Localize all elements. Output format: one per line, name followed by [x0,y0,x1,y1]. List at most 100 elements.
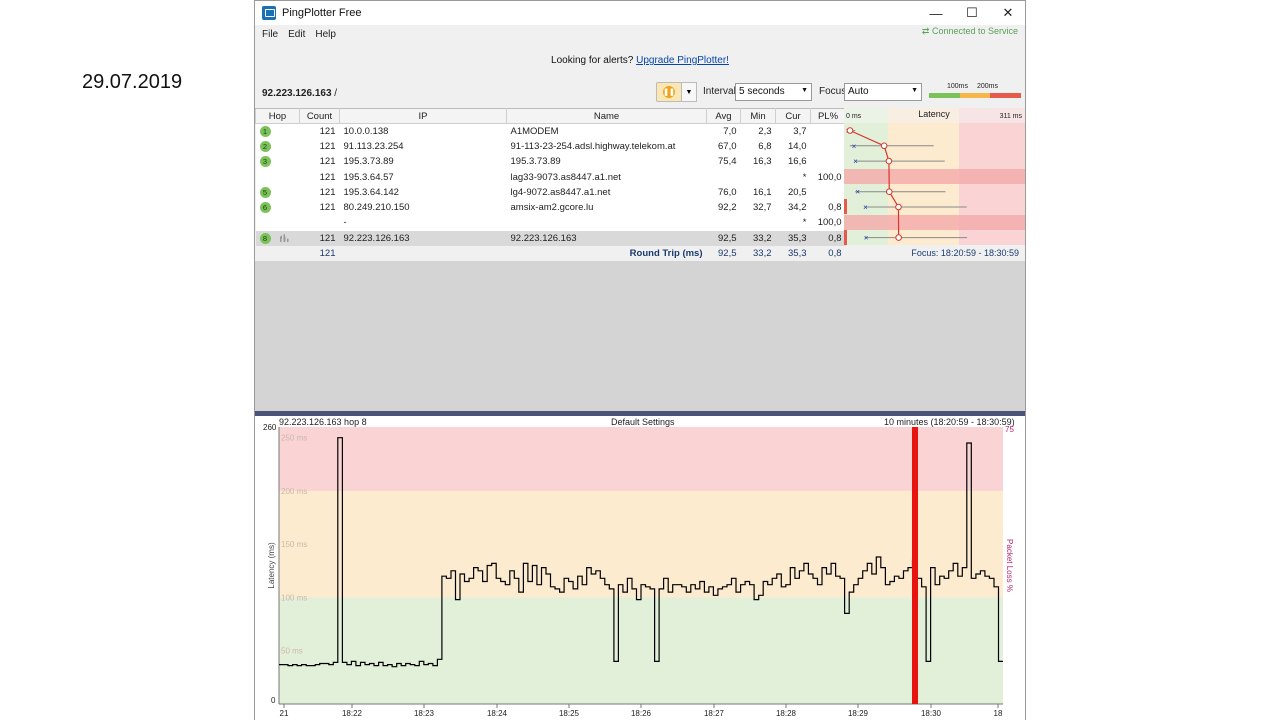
x-tick-label: 18:30 [921,709,942,718]
avg-latency-line [849,129,900,238]
cell-pl: 0,8 [810,230,846,246]
cell-count: 121 [299,154,340,170]
cell-min: 33,2 [740,230,776,246]
cell-pl [810,154,846,170]
cell-pl: 100,0 [810,215,846,231]
current-latency-marker: × [864,234,869,243]
cell-cur: 34,2 [775,199,811,216]
close-button[interactable]: ✕ [1002,5,1014,20]
graph-bars-icon[interactable] [279,234,289,243]
cell-cur: 20,5 [775,184,811,200]
cell-avg: 7,0 [706,123,741,139]
hop-badge: 2 [259,140,271,152]
target-ip: 92.223.126.163 [262,87,332,99]
empty-trace-area [255,261,1025,413]
latency-chart: ×××××× [844,123,1025,245]
trace-table: Hop Count IP Name Avg Min Cur PL% 1 121 10… [255,108,846,262]
cell-min [740,169,776,185]
col-avg[interactable]: Avg [706,108,741,124]
promo-banner: Looking for alerts? Upgrade PingPlotter! [255,55,1025,66]
col-hop[interactable]: Hop [255,108,300,124]
cell-name: 91-113-23-254.adsl.highway.telekom.at [506,138,707,155]
pause-dropdown-button[interactable]: ▼ [681,82,697,102]
menu-help[interactable]: Help [315,28,336,40]
toolbar: 92.223.126.163 / ❚❚ ▼ Interval 5 seconds… [255,81,1025,105]
cell-ip: 92.223.126.163 [339,230,507,246]
cell-ip: 195.3.64.57 [339,169,507,185]
pause-icon: ❚❚ [663,86,675,98]
table-row[interactable]: 121 195.3.64.57 lag33-9073.as8447.a1.net * 1… [255,169,846,185]
cell-min: 16,3 [740,154,776,170]
target-suffix: / [331,87,338,99]
loss-marker [844,230,847,245]
cell-name: lg4-9072.as8447.a1.net [506,184,707,200]
x-tick-label: 18:25 [559,709,580,718]
avg-latency-point [895,234,902,241]
upgrade-link[interactable]: Upgrade PingPlotter! [636,55,729,66]
current-latency-marker: × [863,203,868,212]
graph-settings-label[interactable]: Default Settings [611,417,675,427]
cell-min: 2,3 [740,123,776,139]
pause-button[interactable]: ❚❚ [656,82,682,102]
cell-avg: 67,0 [706,138,741,155]
cell-pl: 0,8 [810,199,846,216]
band-label: 150 ms [281,540,307,549]
graph-range-label: 10 minutes (18:20:59 - 18:30:59) [884,417,1015,427]
avg-latency-point [880,142,888,150]
cell-ip: 80.249.210.150 [339,199,507,216]
table-row[interactable]: 1 121 10.0.0.138 A1MODEM 7,0 2,3 3,7 [255,123,846,139]
cell-count: 121 [299,169,340,185]
minimize-button[interactable]: — [929,5,943,21]
table-row[interactable]: 8 121 92.223.126.163 92.223.126.163 92,5 33,2… [255,230,846,246]
cell-pl: 100,0 [810,169,846,185]
warn-latency-band [279,490,1003,598]
cell-avg [706,169,741,185]
pingplotter-window: PingPlotter Free — ☐ ✕ File Edit Help ⇄ … [254,0,1026,721]
promo-text: Looking for alerts? [551,55,634,66]
col-cur[interactable]: Cur [775,108,811,124]
cell-pl [810,138,846,155]
interval-select[interactable]: 5 seconds ▼ [735,83,812,101]
table-row[interactable]: 2 121 91.113.23.254 91-113-23-254.adsl.high… [255,138,846,155]
hop-badge: 6 [259,202,271,214]
x-tick-label: 18:27 [704,709,725,718]
cell-hop: 1 [255,123,300,139]
target-address[interactable]: 92.223.126.163 / [262,88,337,99]
connection-status[interactable]: ⇄ Connected to Service [921,26,1018,36]
loss-row-highlight [844,215,1025,230]
loss-row-highlight [844,169,1025,184]
cell-cur: 35,3 [775,230,811,246]
x-tick-label: 21 [280,709,289,718]
cell-name: 92.223.126.163 [506,230,707,246]
col-name[interactable]: Name [506,108,707,124]
x-tick-label: 18:28 [776,709,797,718]
menu-edit[interactable]: Edit [288,28,306,40]
latency-series [279,437,1003,668]
band-label: 200 ms [281,487,307,496]
table-row[interactable]: 3 121 195.3.73.89 195.3.73.89 75,4 16,3 16,6 [255,154,846,170]
x-tick-label: 18:29 [848,709,869,718]
col-count[interactable]: Count [299,108,340,124]
cell-min: 16,1 [740,184,776,200]
maximize-button[interactable]: ☐ [966,5,978,20]
hop-badge: 1 [259,125,271,137]
menu-file[interactable]: File [262,28,279,40]
cell-avg: 92,2 [706,199,741,216]
chevron-down-icon: ▼ [801,87,808,94]
table-row[interactable]: - * 100,0 [255,215,846,231]
col-pl[interactable]: PL% [810,108,846,124]
cell-ip: 10.0.0.138 [339,123,507,139]
band-label: 250 ms [281,434,307,443]
latency-max-label: 311 ms [1000,113,1023,120]
col-min[interactable]: Min [740,108,776,124]
pane-splitter[interactable] [255,411,1025,416]
cell-count: 121 [299,230,340,246]
latency-scale-bar [929,93,1022,98]
col-ip[interactable]: IP [339,108,507,124]
band-label: 50 ms [281,647,303,656]
cell-name [506,215,707,231]
table-row[interactable]: 6 121 80.249.210.150 amsix-am2.gcore.lu 92,2… [255,199,846,216]
table-row[interactable]: 5 121 195.3.64.142 lg4-9072.as8447.a1.net 76… [255,184,846,200]
cell-ip: 91.113.23.254 [339,138,507,155]
focus-select[interactable]: Auto ▼ [844,83,922,101]
